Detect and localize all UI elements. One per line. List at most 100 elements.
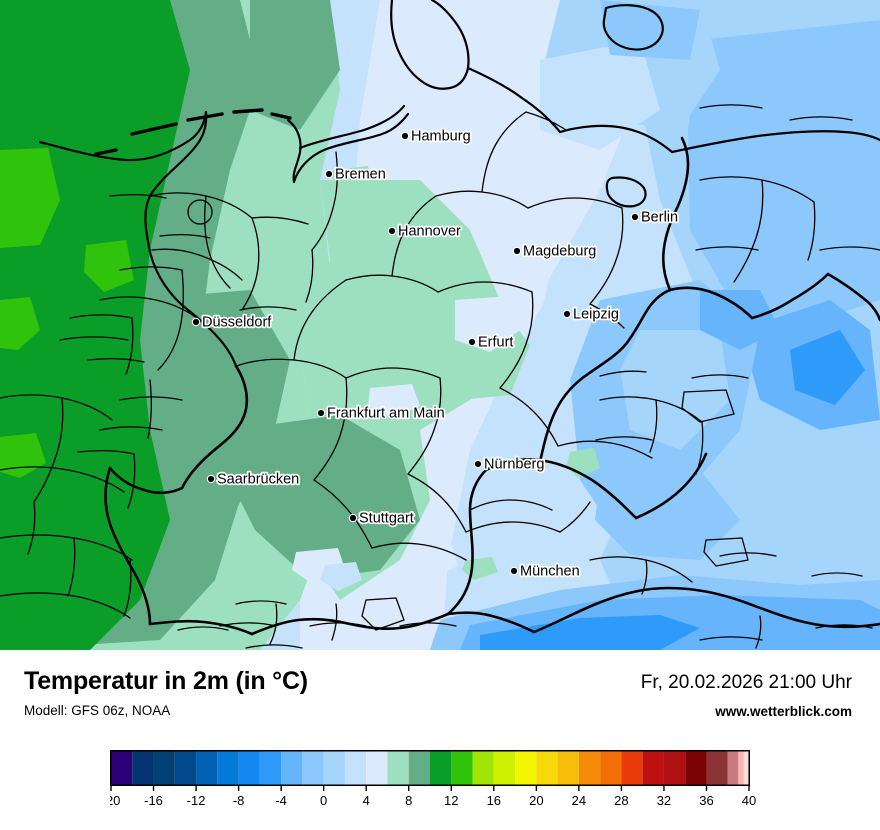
colorbar-swatch xyxy=(600,751,622,785)
geographic-boundaries xyxy=(0,0,880,649)
colorbar-canvas: -20 -16 -12 -8 -4 0 4 8 12 16 20 24 28 32 36 40 xyxy=(110,750,756,808)
colorbar-swatch xyxy=(366,751,388,785)
temp-band-m6-m4-east xyxy=(790,330,865,405)
border-be-lu-fr xyxy=(108,466,184,495)
city-dot xyxy=(400,131,410,141)
colorbar-tick-label: 20 xyxy=(529,793,543,808)
colorbar-tick-label: 36 xyxy=(699,793,713,808)
temp-band-m2-0-baltic xyxy=(600,0,700,60)
mint-pocket-elbe xyxy=(330,166,378,262)
city-label: Hamburg xyxy=(411,128,471,144)
colorbar-swatch xyxy=(111,751,133,785)
border-de-cz-bohemia xyxy=(538,342,628,464)
colorbar-swatch xyxy=(323,751,345,785)
coastline-baltic-pomerania xyxy=(670,130,880,154)
island-baltic xyxy=(602,4,664,51)
temperature-map-canvas: Hamburg Bremen Hannover Berlin Magdeburg Düss… xyxy=(0,0,880,650)
city-marker[interactable]: Nürnberg xyxy=(473,455,546,474)
city-label: Bremen xyxy=(335,166,386,182)
colorbar-frame xyxy=(110,750,750,786)
city-dot xyxy=(473,459,483,469)
model-subtitle: Modell: GFS 06z, NOAA xyxy=(24,703,171,718)
colorbar-swatch xyxy=(706,751,728,785)
border-at-it-si xyxy=(532,586,880,634)
island-frisian-1 xyxy=(130,122,178,136)
city-label: Stuttgart xyxy=(359,510,414,526)
colorbar-swatch xyxy=(493,751,516,785)
colorbar-swatch xyxy=(663,751,686,785)
city-dot xyxy=(562,309,572,319)
city-dot xyxy=(630,212,640,222)
valid-time-label: Fr, 20.02.2026 21:00 Uhr xyxy=(640,672,852,693)
city-marker[interactable]: Magdeburg xyxy=(512,242,598,261)
temp-band-m6-m4-alps xyxy=(480,615,700,650)
city-marker[interactable]: Bremen xyxy=(324,165,387,184)
elbe-estuary xyxy=(298,104,406,150)
colorbar-tick-label: 28 xyxy=(614,793,628,808)
city-dot xyxy=(387,226,397,236)
temperature-map[interactable]: Hamburg Bremen Hannover Berlin Magdeburg Düss… xyxy=(0,0,880,650)
border-de-cz-erzgebirge xyxy=(624,288,672,346)
colorbar[interactable]: -20 -16 -12 -8 -4 0 4 8 12 16 20 24 28 32 36 40 xyxy=(0,750,880,812)
colorbar-swatch xyxy=(259,751,282,785)
city-marker[interactable]: Stuttgart xyxy=(348,509,416,528)
border-de-pl xyxy=(661,136,690,292)
city-label: Erfurt xyxy=(478,334,513,350)
colorbar-swatch xyxy=(387,751,409,785)
city-label: Magdeburg xyxy=(523,243,596,259)
city-label: Nürnberg xyxy=(484,456,544,472)
colorbar-tick-label: 4 xyxy=(363,793,370,808)
colorbar-swatch xyxy=(621,751,643,785)
city-marker[interactable]: München xyxy=(509,562,581,581)
temp-band-8-10-northsea xyxy=(250,0,340,130)
colorbar-swatch xyxy=(536,751,558,785)
city-label: Leipzig xyxy=(573,306,619,322)
island-frisian-4 xyxy=(270,112,292,120)
source-url-label: www.wetterblick.com xyxy=(715,704,852,719)
temp-band-m2-0-east xyxy=(688,20,880,330)
page-title: Temperatur in 2m (in °C) xyxy=(24,667,308,695)
colorbar-tick-label: 0 xyxy=(320,793,327,808)
city-dot xyxy=(512,246,522,256)
title-block: Temperatur in 2m (in °C) Modell: GFS 06z… xyxy=(24,667,308,719)
city-marker[interactable]: Frankfurt am Main xyxy=(316,404,446,423)
map-footer: Temperatur in 2m (in °C) Modell: GFS 06z… xyxy=(0,650,880,830)
colorbar-tick-label: 8 xyxy=(405,793,412,808)
city-marker[interactable]: Düsseldorf xyxy=(191,313,274,332)
city-dot xyxy=(348,513,358,523)
island-frisian-0 xyxy=(94,148,118,156)
colorbar-swatch xyxy=(153,751,175,785)
island-frisian-3 xyxy=(232,108,264,114)
colorbar-swatch xyxy=(727,751,739,785)
border-de-at-west xyxy=(446,468,488,616)
coastline-nl-east xyxy=(148,250,238,368)
city-dot xyxy=(316,408,326,418)
border-cz-pl-east xyxy=(750,272,830,320)
city-dot xyxy=(509,566,519,576)
city-marker[interactable]: Berlin xyxy=(630,208,680,227)
colorbar-tick-label: 40 xyxy=(742,793,756,808)
city-marker[interactable]: Hannover xyxy=(387,222,463,241)
city-marker[interactable]: Leipzig xyxy=(562,305,621,324)
temp-band-8-10-southwest xyxy=(230,415,420,580)
city-dot xyxy=(206,474,216,484)
colorbar-tick-label: -8 xyxy=(233,793,245,808)
colorbar-tick-labels: -20 -16 -12 -8 -4 0 4 8 12 16 20 24 28 32 36 40 xyxy=(110,793,756,808)
colorbar-swatch xyxy=(132,751,154,785)
colorbar-swatch xyxy=(344,751,367,785)
coastline-baltic-mecklenburg xyxy=(558,124,674,154)
city-marker[interactable]: Saarbrücken xyxy=(206,470,301,489)
city-dot xyxy=(324,169,334,179)
meta-block: Fr, 20.02.2026 21:00 Uhr www.wetterblick… xyxy=(641,672,852,719)
temp-band-12-14-pocket-b xyxy=(0,297,40,350)
internal-boundaries xyxy=(0,104,880,649)
border-de-be xyxy=(180,364,249,490)
colorbar-tick-label: 12 xyxy=(444,793,458,808)
colorbar-swatch xyxy=(281,751,303,785)
colorbar-swatch xyxy=(451,751,473,785)
temp-band-2-4-baltic xyxy=(540,40,660,150)
colorbar-swatch xyxy=(738,751,744,785)
city-marker[interactable]: Hamburg xyxy=(400,127,472,146)
border-ch-at xyxy=(446,611,536,634)
city-marker[interactable]: Erfurt xyxy=(467,333,515,352)
